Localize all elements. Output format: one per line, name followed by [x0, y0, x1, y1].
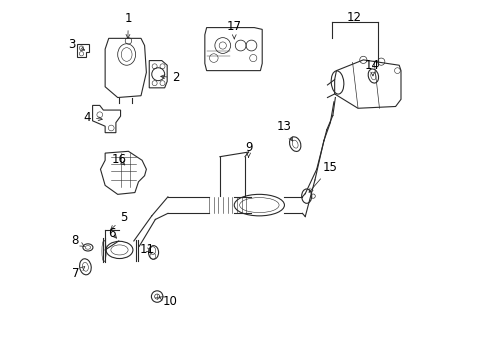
- Text: 15: 15: [309, 161, 338, 192]
- Text: 6: 6: [109, 226, 117, 239]
- Text: 12: 12: [347, 12, 362, 24]
- Text: 13: 13: [276, 120, 293, 141]
- Text: 11: 11: [140, 243, 155, 256]
- Text: 3: 3: [69, 38, 85, 51]
- Text: 10: 10: [159, 296, 177, 309]
- Text: 8: 8: [72, 234, 84, 247]
- Text: 4: 4: [83, 111, 102, 124]
- Text: 17: 17: [227, 20, 242, 39]
- Text: 5: 5: [111, 211, 127, 230]
- Text: 14: 14: [365, 59, 380, 76]
- Text: 7: 7: [72, 266, 85, 280]
- Text: 1: 1: [124, 12, 132, 38]
- Text: 9: 9: [245, 141, 252, 157]
- Text: 2: 2: [161, 71, 180, 84]
- Text: 16: 16: [111, 153, 126, 166]
